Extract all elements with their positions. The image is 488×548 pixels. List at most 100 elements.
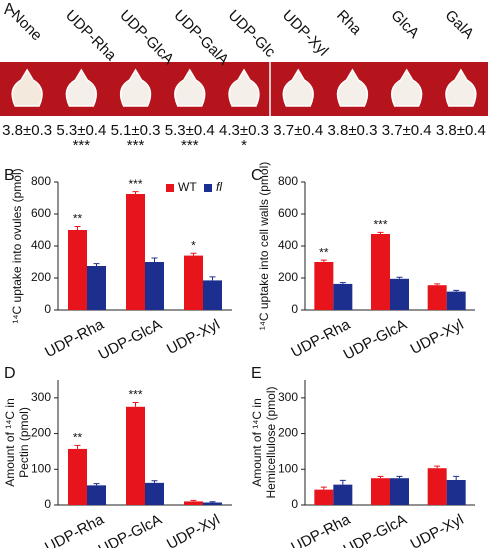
sample-value: 4.3±0.3 (219, 122, 269, 139)
y-axis-label: ¹⁴C uptake into ovules (pmol) (10, 168, 24, 323)
sample-value: 3.7±0.4 (382, 122, 432, 139)
bar (184, 501, 203, 505)
sample-name: UDP-GalA (170, 7, 232, 69)
y-tick-label: 200 (278, 270, 298, 284)
y-tick-label: 0 (44, 497, 51, 511)
x-tick-label: UDP-Rha (42, 316, 107, 361)
bar (87, 266, 106, 310)
sample-name: UDP-Glc (225, 7, 279, 61)
significance: *** (128, 177, 142, 191)
y-tick-label: 0 (291, 497, 298, 511)
significance: *** (73, 137, 91, 154)
ovule (174, 68, 206, 107)
error-bar (320, 259, 327, 262)
bar (87, 485, 106, 505)
error-bar (132, 191, 139, 194)
y-tick-label: 300 (31, 390, 51, 404)
bar (427, 468, 447, 505)
significance: * (241, 137, 247, 154)
error-bar (377, 231, 384, 234)
panel-label: B (4, 167, 15, 184)
sample-value: 3.8±0.3 (327, 122, 377, 139)
panel-label: D (4, 365, 16, 382)
bar (126, 406, 145, 505)
y-tick-label: 0 (44, 302, 51, 316)
y-tick-label: 400 (278, 238, 298, 252)
bar (333, 484, 353, 505)
bar (203, 280, 222, 310)
bar (68, 230, 87, 310)
y-axis-label: Pectin (pmol) (17, 407, 31, 478)
panel-label: E (251, 365, 262, 382)
bar (314, 489, 334, 505)
y-axis-label: Amount of ¹⁴C in (3, 398, 17, 487)
bar (390, 478, 409, 505)
ovule (11, 68, 43, 107)
y-tick-label: 200 (31, 270, 51, 284)
significance: *** (127, 137, 145, 154)
error-bar (74, 444, 81, 449)
error-bar (93, 483, 100, 486)
error-bar (320, 486, 327, 490)
y-tick-label: 800 (31, 174, 51, 188)
x-tick-label: UDP-Xyl (164, 316, 223, 358)
sample-value: 5.1±0.3 (111, 122, 161, 139)
error-bar (190, 499, 197, 502)
x-tick-label: UDP-Xyl (408, 511, 467, 548)
bar (126, 194, 145, 310)
y-tick-label: 200 (31, 426, 51, 440)
y-axis-label: Hemicellulose (pmol) (264, 386, 278, 498)
bar (68, 448, 87, 505)
y-tick-label: 300 (278, 390, 298, 404)
legend-label: fl (216, 180, 222, 194)
error-bar (396, 475, 403, 479)
error-bar (74, 225, 81, 230)
sample-name: UDP-Xyl (279, 7, 332, 60)
x-tick-label: UDP-GlcA (341, 511, 410, 548)
ovule (445, 68, 477, 107)
y-tick-label: 200 (278, 426, 298, 440)
y-tick-label: 100 (278, 461, 298, 475)
sample-name: None (8, 7, 45, 44)
x-tick-label: UDP-GlcA (341, 316, 410, 363)
error-bar (434, 283, 441, 286)
sample-value: 3.8±0.4 (436, 122, 486, 139)
ovule (65, 68, 97, 107)
x-tick-label: UDP-Xyl (164, 511, 223, 548)
significance: *** (128, 388, 142, 402)
bar (371, 478, 390, 505)
significance: *** (181, 137, 199, 154)
sample-name: GalA (442, 7, 478, 43)
y-tick-label: 100 (31, 461, 51, 475)
error-bar (151, 257, 158, 262)
sample-value: 3.8±0.3 (2, 122, 52, 139)
y-tick-label: 400 (31, 238, 51, 252)
bar (203, 502, 222, 505)
error-bar (396, 276, 403, 279)
bar (446, 480, 466, 505)
y-tick-label: 800 (278, 174, 298, 188)
error-bar (339, 479, 346, 485)
ovule (336, 68, 369, 107)
bar (145, 262, 164, 310)
sample-value: 3.7±0.4 (273, 122, 323, 139)
bar (371, 234, 390, 310)
bar (184, 255, 203, 310)
y-tick-label: 0 (291, 302, 298, 316)
legend-swatch (204, 184, 212, 192)
sample-value: 5.3±0.4 (165, 122, 215, 139)
bar (446, 291, 466, 310)
panel-label: C (251, 167, 263, 184)
significance: ** (73, 212, 83, 226)
ovule (391, 68, 423, 107)
error-bar (93, 263, 100, 266)
error-bar (434, 465, 441, 469)
sample-name: GlcA (387, 7, 422, 42)
bar (427, 285, 447, 310)
legend-label: WT (178, 180, 197, 194)
error-bar (132, 402, 139, 407)
panel-label: A (4, 1, 15, 18)
error-bar (190, 252, 197, 256)
sample-name: UDP-GlcA (116, 7, 177, 68)
sample-name: Rha (333, 7, 365, 39)
